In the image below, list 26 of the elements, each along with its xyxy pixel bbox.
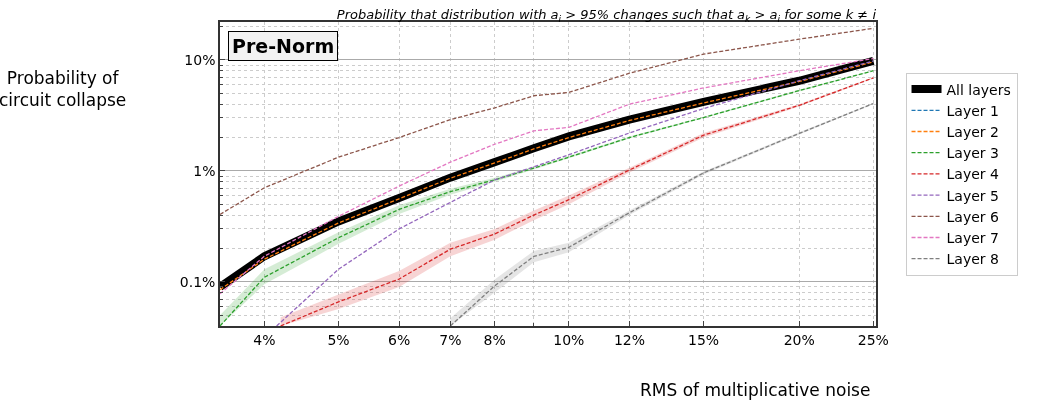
legend-label: Layer 7	[946, 229, 999, 246]
x-axis-title: RMS of multiplicative noise	[640, 380, 871, 400]
legend-label: Layer 1	[946, 102, 999, 119]
legend-label: Layer 4	[946, 166, 999, 183]
x-tick-label: 7%	[439, 331, 462, 348]
x-tick-label: 12%	[613, 331, 646, 348]
legend-label: Layer 6	[946, 208, 999, 225]
y-tick-label: 1%	[193, 162, 216, 179]
x-tick-label: 4%	[253, 331, 276, 348]
y-tick-label: 0.1%	[179, 273, 216, 290]
x-tick-label: 20%	[783, 331, 815, 348]
y-tick-label: 10%	[184, 51, 216, 68]
legend-label: Layer 2	[946, 123, 999, 140]
x-tick-label: 8%	[483, 331, 506, 348]
legend-label: Layer 8	[946, 251, 999, 268]
x-tick-label: 10%	[553, 331, 585, 348]
annotation: Pre-Norm	[232, 35, 335, 57]
chart-title: Probability that distribution with a$_{i}$ > 95% changes such that a$_{k}$ > a$_{i}$ for some k ≠ i	[336, 7, 877, 24]
x-tick-label: 5%	[327, 331, 350, 348]
x-tick-label: 15%	[688, 331, 720, 348]
legend-label: All layers	[946, 81, 1011, 98]
x-tick-label: 25%	[857, 331, 889, 348]
legend-label: Layer 5	[946, 187, 999, 204]
x-tick-label: 6%	[388, 331, 411, 348]
y-axis-title: Probability of circuit collapse	[0, 68, 127, 111]
legend-label: Layer 3	[946, 145, 999, 162]
